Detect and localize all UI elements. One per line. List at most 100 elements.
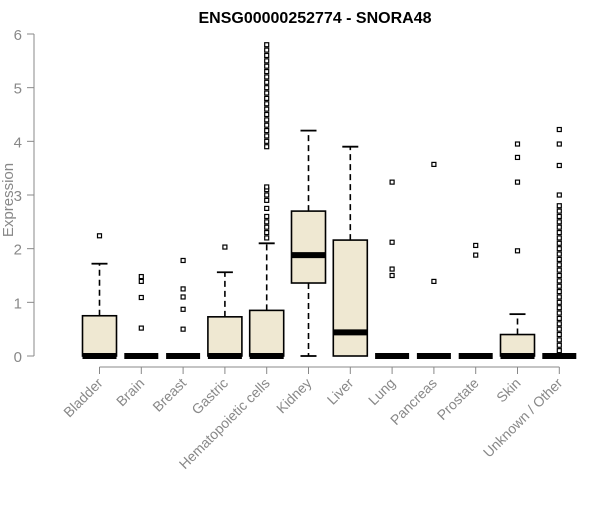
outlier-point	[264, 117, 270, 123]
x-tick-label: Prostate	[434, 375, 482, 423]
outlier-point	[264, 138, 270, 144]
outlier-point	[264, 52, 270, 59]
outlier-point	[264, 224, 270, 230]
outlier-point	[556, 310, 562, 316]
outlier-point	[556, 272, 562, 279]
outlier-point	[389, 266, 395, 272]
outlier-point	[556, 235, 562, 241]
box-group	[81, 233, 118, 359]
outlier-point	[264, 90, 270, 96]
x-tick-label: Breast	[149, 375, 189, 415]
box-group	[332, 145, 369, 357]
outlier-point	[556, 224, 562, 230]
outlier-point	[264, 197, 270, 203]
outlier-point	[389, 239, 395, 245]
outlier-point	[556, 289, 562, 295]
x-tick-label: Kidney	[273, 375, 315, 417]
outlier-point	[264, 235, 270, 241]
outlier-point	[264, 63, 270, 69]
outlier-point	[556, 162, 562, 169]
outlier-point	[556, 315, 562, 322]
box-group	[375, 179, 410, 359]
outlier-point	[514, 141, 521, 147]
x-tick-label: Lung	[365, 375, 398, 408]
outlier-point	[556, 337, 562, 343]
box	[207, 316, 243, 357]
outlier-point	[556, 246, 562, 252]
y-tick-label: 4	[14, 134, 22, 151]
outlier-point	[264, 106, 270, 112]
outlier-point	[264, 192, 270, 198]
outlier-point	[431, 278, 437, 285]
outlier-point	[180, 286, 186, 292]
outlier-point	[556, 278, 562, 284]
box-group	[166, 257, 201, 359]
outlier-point	[556, 141, 562, 147]
box	[499, 333, 536, 357]
outlier-point	[514, 179, 521, 185]
x-tick-label: Unknown / Other	[480, 375, 566, 461]
outlier-point	[556, 262, 562, 268]
x-tick-label: Skin	[493, 375, 524, 406]
outlier-point	[556, 126, 562, 133]
outlier-point	[264, 213, 270, 220]
outlier-point	[264, 122, 270, 128]
outlier-point	[180, 306, 186, 312]
outlier-point	[264, 111, 270, 118]
outlier-point	[264, 133, 270, 139]
outlier-point	[431, 161, 437, 168]
outlier-point	[556, 219, 562, 225]
outlier-point	[556, 192, 562, 198]
outlier-point	[389, 272, 395, 279]
outlier-point	[264, 68, 270, 75]
box	[290, 210, 327, 284]
box-group	[248, 42, 285, 359]
outlier-point	[556, 251, 562, 257]
outlier-point	[556, 321, 562, 327]
outlier-point	[556, 203, 562, 209]
outlier-point	[556, 294, 562, 300]
box-group	[542, 126, 577, 359]
y-tick-label: 5	[14, 81, 22, 98]
y-tick-label: 2	[14, 242, 22, 259]
box-group	[499, 141, 536, 359]
outlier-point	[473, 242, 479, 249]
outlier-point	[138, 294, 144, 301]
outlier-point	[556, 267, 562, 273]
outlier-point	[264, 85, 270, 91]
chart-title: ENSG00000252774 - SNORA48	[198, 10, 431, 27]
outlier-point	[180, 326, 186, 332]
box-group	[290, 129, 327, 357]
outlier-point	[180, 294, 186, 300]
outlier-point	[556, 342, 562, 348]
outlier-point	[222, 244, 228, 250]
outlier-point	[138, 278, 144, 285]
outlier-point	[264, 42, 270, 48]
outlier-point	[264, 128, 270, 134]
outlier-point	[264, 144, 270, 150]
y-tick-label: 6	[14, 27, 22, 44]
outlier-point	[264, 205, 270, 212]
outlier-point	[514, 154, 521, 161]
x-tick-label: Liver	[324, 375, 357, 408]
box-group	[207, 244, 243, 359]
outlier-point	[264, 101, 270, 107]
outlier-point	[96, 233, 103, 239]
outlier-point	[264, 184, 270, 190]
outlier-point	[180, 257, 186, 264]
outlier-point	[556, 305, 562, 311]
box	[81, 314, 118, 357]
y-tick-label: 0	[14, 349, 22, 366]
y-tick-label: 1	[14, 295, 22, 312]
x-tick-label: Bladder	[60, 375, 106, 421]
outlier-point	[556, 240, 562, 246]
outlier-point	[138, 325, 144, 331]
outlier-point	[556, 213, 562, 220]
box	[248, 309, 285, 357]
y-tick-label: 3	[14, 188, 22, 205]
outlier-point	[264, 79, 270, 85]
outlier-point	[556, 326, 562, 332]
box-group	[458, 242, 493, 359]
outlier-point	[264, 74, 270, 80]
